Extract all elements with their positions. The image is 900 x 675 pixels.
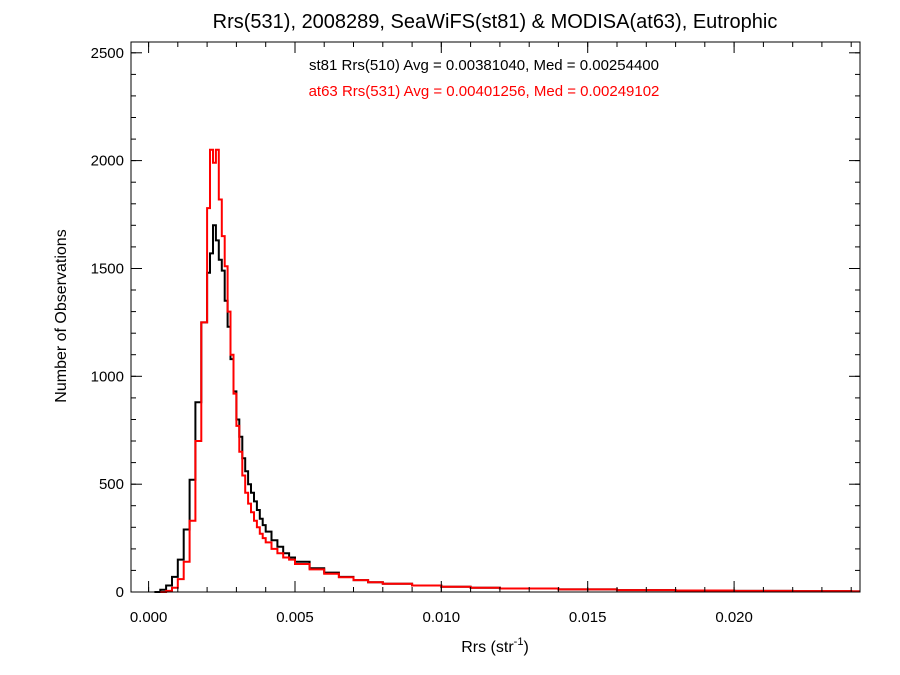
x-axis-label: Rrs (str-1) [461,636,529,656]
chart-title: Rrs(531), 2008289, SeaWiFS(st81) & MODIS… [213,11,778,33]
series-line-0 [154,224,860,593]
y-tick-label: 1000 [91,368,124,385]
series-line-1 [160,148,860,593]
x-axis-label-suffix: ) [523,639,528,656]
y-axis-label: Number of Observations [53,229,70,402]
x-tick-label: 0.020 [715,609,753,626]
y-tick-label: 2000 [91,153,124,170]
x-tick-label: 0.005 [276,609,314,626]
x-tick-label: 0.000 [130,609,168,626]
annotation-st81: st81 Rrs(510) Avg = 0.00381040, Med = 0.… [309,57,659,74]
y-tick-label: 500 [99,476,124,493]
y-tick-label: 0 [116,584,124,601]
y-tick-label: 1500 [91,261,124,278]
x-axis-label-sup: -1 [514,636,524,648]
plot-area: 0.000 0.005 0.010 0.015 0.020 0 500 1000 1500 200… [91,41,861,626]
x-tick-label: 0.015 [569,609,607,626]
x-tick-label: 0.010 [423,609,461,626]
x-axis-label-main: Rrs (str [461,639,514,656]
plot-frame [130,41,861,593]
annotation-at63: at63 Rrs(531) Avg = 0.00401256, Med = 0.… [309,83,660,100]
y-tick-label: 2500 [91,45,124,62]
